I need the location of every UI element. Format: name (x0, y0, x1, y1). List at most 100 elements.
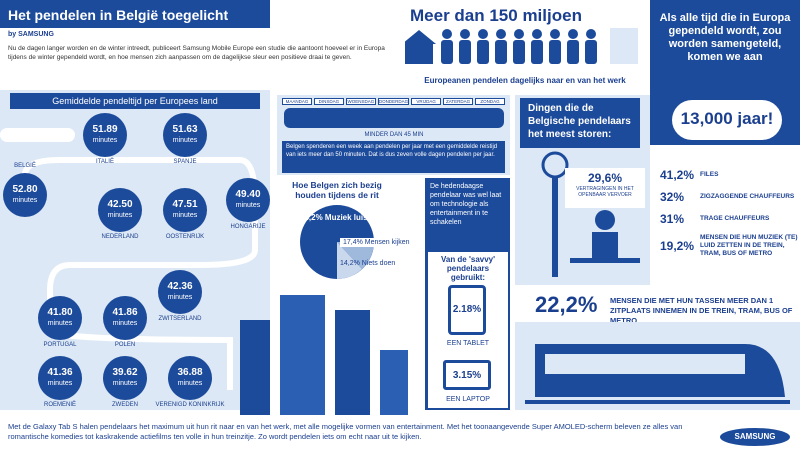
country-unit: minutes (112, 320, 138, 327)
country-value: 49.40 (235, 189, 261, 200)
country-name: POLEN (114, 342, 136, 348)
activity-2: 17,4% Mensen kijken (340, 238, 413, 247)
country-value: 42.50 (107, 199, 133, 210)
country-name: ITALIË (96, 159, 114, 165)
people (405, 28, 638, 64)
day: MAANDAG (282, 98, 312, 105)
activities-chart (300, 205, 374, 279)
total-text: Als alle tijd die in Europa gependeld wo… (659, 12, 791, 63)
week-label: MINDER DAN 45 MIN (364, 132, 424, 138)
country-pin: 49.40 minutes (226, 178, 270, 222)
person (513, 29, 525, 64)
country-pin: 47.51 minutes (163, 188, 207, 232)
title: Het pendelen in België toegelicht (0, 0, 270, 28)
annoy-value: 32% (660, 190, 685, 204)
day: ZONDAG (475, 98, 505, 105)
tech-label-2: EEN LAPTOP (446, 396, 490, 403)
annoy-title: Dingen die de Belgische pendelaars het m… (520, 98, 640, 148)
country-name: ZWITSERLAND (158, 316, 202, 322)
country-pin: 51.89 minutes (83, 113, 127, 157)
total-value: 13,000 jaar! (672, 100, 782, 140)
million-title: Meer dan 150 miljoen (410, 6, 582, 25)
intro: Nu de dagen langer worden en de winter i… (8, 45, 385, 61)
bus (284, 108, 504, 128)
footer-text: Met de Galaxy Tab S halen pendelaars het… (8, 422, 683, 441)
country-name: HONGARIJE (230, 224, 266, 230)
person (441, 29, 453, 64)
country-unit: minutes (47, 320, 73, 327)
days: MAANDAG DINSDAG WOENSDAG DONDERDAG VRIJDAG ZA… (282, 98, 505, 105)
country-name: ZWEDEN (112, 402, 138, 408)
country-name: VERENIGD KONINKRIJK (155, 402, 225, 408)
country-value: 39.62 (112, 367, 138, 378)
country-value: 52.80 (12, 184, 38, 195)
country-pin: 51.63 minutes (163, 113, 207, 157)
country-unit: minutes (177, 380, 203, 387)
country-pin: 42.50 minutes (98, 188, 142, 232)
country-name: BELGIË (14, 163, 36, 169)
country-name: OOSTENRIJK (165, 234, 205, 240)
tech-value-1: 2.18% (448, 285, 486, 335)
country-pin: 52.80 minutes (3, 173, 47, 217)
tech-value-2: 3.15% (443, 360, 491, 390)
person (459, 29, 471, 64)
train (0, 128, 75, 142)
tech-sub: Van de 'savvy' pendelaars gebruikt: (440, 255, 496, 282)
annoy-label: TRAGE CHAUFFEURS (700, 215, 770, 222)
day: DONDERDAG (377, 98, 410, 105)
annoy-value: 41,2% (660, 168, 695, 182)
country-unit: minutes (92, 137, 118, 144)
activities-title: Hoe Belgen zich bezig houden tijdens de … (292, 180, 382, 200)
activity-3: 14,2% Niets doen (340, 260, 396, 267)
tech-label-1: EEN TABLET (446, 340, 490, 347)
delay-label: VERTRAGINGEN IN HET OPENBAAR VERVOER (576, 186, 634, 198)
route (0, 128, 258, 390)
country-unit: minutes (107, 212, 133, 219)
annoy-list: 41,2% FILES 32% ZIGZAGGENDE CHAUFFEURS 31% TR… (660, 168, 800, 266)
activity-1: 64,2% Muziek luisteren (300, 213, 388, 222)
country-value: 36.88 (177, 367, 203, 378)
country-unit: minutes (172, 137, 198, 144)
country-name: SPANJE (173, 159, 197, 165)
day: VRIJDAG (411, 98, 442, 105)
annoy-row: 32% ZIGZAGGENDE CHAUFFEURS (660, 190, 800, 204)
person (549, 29, 561, 64)
country-pin: 42.36 minutes (158, 270, 202, 314)
day: WOENSDAG (345, 98, 376, 105)
country-unit: minutes (12, 197, 38, 204)
footer-brand: SAMSUNG (720, 428, 790, 446)
country-value: 51.89 (92, 124, 118, 135)
annoy-row: 19,2% MENSEN DIE HUN MUZIEK (TE) LUID ZET… (660, 234, 800, 258)
route-line (22, 157, 258, 390)
country-unit: minutes (47, 380, 73, 387)
brand: by SAMSUNG (8, 31, 54, 38)
bags-value: 22,2% (535, 292, 598, 317)
country-value: 51.63 (172, 124, 198, 135)
country-unit: minutes (167, 294, 193, 301)
annoy-value: 31% (660, 212, 685, 226)
country-pin: 41.86 minutes (103, 296, 147, 340)
bags-label: MENSEN DIE MET HUN TASSEN MEER DAN 1 ZIT… (610, 296, 793, 325)
day: DINSDAG (313, 98, 344, 105)
annoy-label: ZIGZAGGENDE CHAUFFEURS (700, 193, 795, 200)
country-pin: 39.62 minutes (103, 356, 147, 400)
tech-box (428, 252, 508, 408)
annoy-row: 31% TRAGE CHAUFFEURS (660, 212, 800, 226)
country-pin: 41.80 minutes (38, 296, 82, 340)
annoy-label: FILES (700, 171, 719, 178)
tram (525, 344, 790, 404)
tech-text: De hedendaagse pendelaar was wel laat om… (430, 183, 502, 226)
country-value: 41.86 (112, 307, 138, 318)
million-caption: Europeanen pendelen dagelijks naar en va… (424, 76, 626, 85)
annoy-label: MENSEN DIE HUN MUZIEK (TE) LUID ZETTEN I… (700, 234, 798, 257)
country-name: NEDERLAND (101, 234, 139, 240)
day: ZATERDAG (443, 98, 474, 105)
country-pin: 36.88 minutes (168, 356, 212, 400)
country-value: 42.36 (167, 281, 193, 292)
person (531, 29, 543, 64)
commute-title: Gemiddelde pendeltijd per Europees land (10, 93, 260, 109)
buildings (240, 295, 408, 415)
annoy-row: 41,2% FILES (660, 168, 800, 182)
delay-value: 29,6% (565, 168, 645, 208)
